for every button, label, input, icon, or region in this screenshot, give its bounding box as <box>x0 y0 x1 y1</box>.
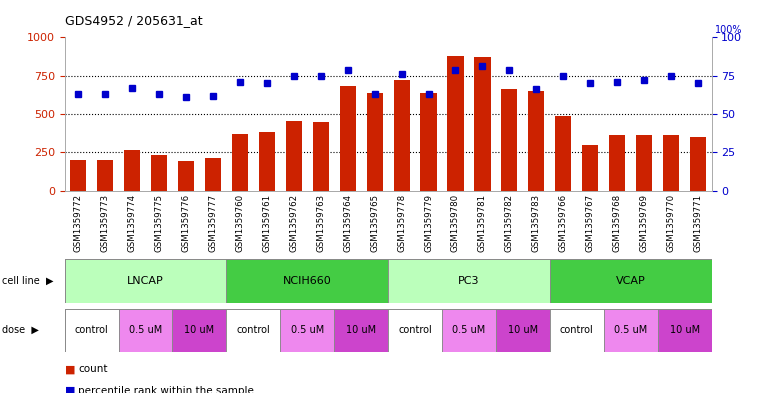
Text: GSM1359776: GSM1359776 <box>181 194 190 252</box>
Bar <box>447 56 463 191</box>
Text: control: control <box>398 325 432 335</box>
Text: 0.5 uM: 0.5 uM <box>614 325 648 335</box>
Text: GSM1359766: GSM1359766 <box>559 194 568 252</box>
Text: GSM1359780: GSM1359780 <box>451 194 460 252</box>
Bar <box>178 162 194 191</box>
Bar <box>70 160 86 191</box>
Text: 0.5 uM: 0.5 uM <box>129 325 162 335</box>
Text: GSM1359768: GSM1359768 <box>613 194 622 252</box>
Bar <box>205 158 221 191</box>
Bar <box>280 309 334 352</box>
Text: 10 uM: 10 uM <box>346 325 376 335</box>
Bar <box>690 137 706 191</box>
Text: ■: ■ <box>65 364 75 375</box>
Bar <box>582 145 598 191</box>
Text: PC3: PC3 <box>458 276 479 286</box>
Text: GSM1359771: GSM1359771 <box>693 194 702 252</box>
Bar <box>421 92 437 191</box>
Text: 10 uM: 10 uM <box>508 325 538 335</box>
Text: GSM1359765: GSM1359765 <box>370 194 379 252</box>
Bar <box>442 309 496 352</box>
Bar <box>556 116 572 191</box>
Text: 100%: 100% <box>715 26 743 35</box>
Text: count: count <box>78 364 108 375</box>
Bar <box>119 309 173 352</box>
Bar <box>603 309 658 352</box>
Text: 10 uM: 10 uM <box>184 325 215 335</box>
Text: GSM1359762: GSM1359762 <box>289 194 298 252</box>
Text: GSM1359783: GSM1359783 <box>532 194 541 252</box>
Bar <box>97 160 113 191</box>
Text: GSM1359767: GSM1359767 <box>586 194 595 252</box>
Text: LNCAP: LNCAP <box>127 276 164 286</box>
Text: dose  ▶: dose ▶ <box>2 325 38 335</box>
Bar <box>227 309 280 352</box>
Text: GSM1359773: GSM1359773 <box>100 194 110 252</box>
Bar <box>658 309 712 352</box>
Bar <box>367 92 383 191</box>
Text: NCIH660: NCIH660 <box>283 276 332 286</box>
Text: GSM1359770: GSM1359770 <box>667 194 676 252</box>
Text: VCAP: VCAP <box>616 276 645 286</box>
Text: 0.5 uM: 0.5 uM <box>291 325 324 335</box>
Bar <box>636 135 652 191</box>
Text: control: control <box>237 325 270 335</box>
Text: control: control <box>560 325 594 335</box>
Bar <box>550 259 712 303</box>
Bar <box>313 121 329 191</box>
Bar <box>388 259 550 303</box>
Text: GSM1359777: GSM1359777 <box>209 194 218 252</box>
Text: percentile rank within the sample: percentile rank within the sample <box>78 386 254 393</box>
Text: GSM1359772: GSM1359772 <box>74 194 83 252</box>
Bar <box>496 309 550 352</box>
Bar <box>339 86 356 191</box>
Bar <box>232 134 248 191</box>
Bar <box>393 80 409 191</box>
Text: ■: ■ <box>65 386 75 393</box>
Text: GSM1359778: GSM1359778 <box>397 194 406 252</box>
Text: GSM1359763: GSM1359763 <box>317 194 325 252</box>
Bar <box>124 150 140 191</box>
Bar <box>259 132 275 191</box>
Bar <box>173 309 227 352</box>
Text: 0.5 uM: 0.5 uM <box>452 325 486 335</box>
Bar <box>151 154 167 191</box>
Bar <box>65 309 119 352</box>
Bar <box>474 57 491 191</box>
Bar <box>65 259 227 303</box>
Bar <box>285 121 302 191</box>
Bar <box>388 309 442 352</box>
Text: GSM1359775: GSM1359775 <box>154 194 164 252</box>
Bar <box>227 259 388 303</box>
Text: GSM1359761: GSM1359761 <box>263 194 272 252</box>
Bar <box>663 135 679 191</box>
Text: GSM1359769: GSM1359769 <box>640 194 648 252</box>
Text: GSM1359760: GSM1359760 <box>235 194 244 252</box>
Text: GSM1359781: GSM1359781 <box>478 194 487 252</box>
Text: GSM1359782: GSM1359782 <box>505 194 514 252</box>
Text: cell line  ▶: cell line ▶ <box>2 276 53 286</box>
Bar <box>528 91 544 191</box>
Text: GSM1359774: GSM1359774 <box>128 194 136 252</box>
Text: 10 uM: 10 uM <box>670 325 699 335</box>
Bar <box>501 90 517 191</box>
Text: control: control <box>75 325 109 335</box>
Bar <box>550 309 603 352</box>
Bar <box>334 309 388 352</box>
Text: GDS4952 / 205631_at: GDS4952 / 205631_at <box>65 14 202 27</box>
Text: GSM1359764: GSM1359764 <box>343 194 352 252</box>
Bar <box>609 135 626 191</box>
Text: GSM1359779: GSM1359779 <box>424 194 433 252</box>
